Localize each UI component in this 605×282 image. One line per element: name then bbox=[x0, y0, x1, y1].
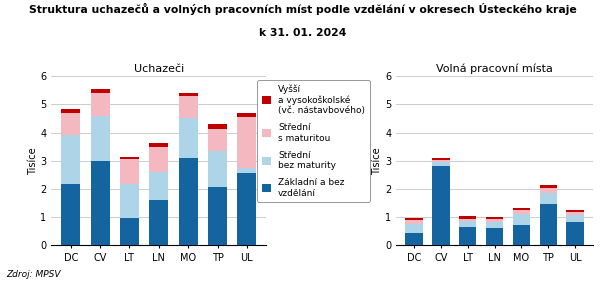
Y-axis label: Tisíce: Tisíce bbox=[373, 147, 382, 175]
Bar bbox=[566, 212, 584, 215]
Bar bbox=[405, 220, 423, 224]
Bar bbox=[120, 157, 139, 159]
Bar bbox=[486, 228, 503, 245]
Legend: Vyšší
a vysokoškolské
(vč. nástavbového), Střední
s maturitou, Střední
bez matur: Vyšší a vysokoškolské (vč. nástavbového)… bbox=[257, 80, 370, 202]
Bar bbox=[459, 227, 477, 245]
Bar bbox=[540, 204, 557, 245]
Bar bbox=[91, 93, 110, 116]
Title: Uchazeči: Uchazeči bbox=[134, 64, 184, 74]
Bar bbox=[540, 188, 557, 193]
Title: Volná pracovní místa: Volná pracovní místa bbox=[436, 63, 553, 74]
Bar bbox=[540, 185, 557, 188]
Bar bbox=[120, 159, 139, 184]
Bar bbox=[486, 217, 503, 219]
Bar bbox=[149, 172, 168, 200]
Bar bbox=[237, 173, 257, 245]
Bar bbox=[512, 214, 530, 225]
Bar bbox=[61, 113, 80, 135]
Bar bbox=[512, 210, 530, 214]
Bar bbox=[540, 193, 557, 204]
Bar bbox=[91, 89, 110, 93]
Bar bbox=[178, 118, 198, 158]
Bar bbox=[120, 184, 139, 218]
Y-axis label: Tisíce: Tisíce bbox=[28, 147, 38, 175]
Bar bbox=[432, 166, 450, 245]
Text: Struktura uchazečů a volných pracovních míst podle vzdělání v okresech Ústeckého: Struktura uchazečů a volných pracovních … bbox=[28, 3, 577, 15]
Bar bbox=[178, 158, 198, 245]
Bar bbox=[61, 184, 80, 245]
Bar bbox=[237, 113, 257, 117]
Bar bbox=[178, 93, 198, 96]
Text: k 31. 01. 2024: k 31. 01. 2024 bbox=[259, 28, 346, 38]
Bar bbox=[91, 161, 110, 245]
Bar bbox=[432, 158, 450, 160]
Bar bbox=[566, 222, 584, 245]
Bar bbox=[178, 96, 198, 118]
Bar bbox=[486, 219, 503, 222]
Bar bbox=[237, 117, 257, 168]
Bar bbox=[432, 162, 450, 166]
Text: Zdroj: MPSV: Zdroj: MPSV bbox=[6, 270, 60, 279]
Bar bbox=[405, 233, 423, 245]
Bar bbox=[149, 143, 168, 147]
Bar bbox=[91, 116, 110, 161]
Bar bbox=[208, 151, 227, 187]
Bar bbox=[208, 129, 227, 151]
Bar bbox=[432, 160, 450, 162]
Bar bbox=[512, 208, 530, 210]
Bar bbox=[208, 187, 227, 245]
Bar bbox=[405, 218, 423, 220]
Bar bbox=[486, 222, 503, 228]
Bar bbox=[61, 109, 80, 113]
Bar bbox=[149, 200, 168, 245]
Bar bbox=[405, 224, 423, 233]
Bar bbox=[566, 210, 584, 212]
Bar bbox=[459, 221, 477, 227]
Bar bbox=[149, 147, 168, 172]
Bar bbox=[459, 219, 477, 221]
Bar bbox=[61, 135, 80, 184]
Bar bbox=[512, 225, 530, 245]
Bar bbox=[237, 168, 257, 173]
Bar bbox=[120, 218, 139, 245]
Bar bbox=[566, 215, 584, 222]
Bar bbox=[208, 124, 227, 129]
Bar bbox=[459, 216, 477, 219]
